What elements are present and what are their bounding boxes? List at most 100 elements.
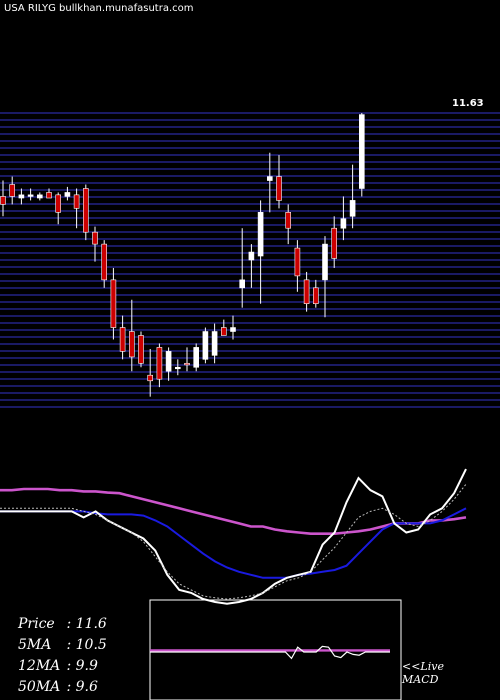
candle — [184, 347, 190, 372]
candle-body-up — [358, 114, 365, 189]
candle-body-down — [184, 362, 190, 366]
candle-body-up — [322, 243, 328, 281]
candle-body-down — [276, 176, 282, 201]
candle — [27, 188, 34, 201]
candle-body-up — [27, 194, 34, 197]
candle — [276, 155, 282, 209]
candle — [147, 348, 153, 397]
macd-line — [150, 645, 390, 660]
candle-body-down — [303, 279, 310, 305]
candle-body-up — [239, 279, 245, 289]
candle — [312, 279, 319, 308]
candle — [36, 192, 43, 201]
price-line — [0, 468, 467, 605]
stat-12ma-label: 12MA — [18, 658, 61, 674]
candle — [239, 228, 245, 308]
candle — [175, 359, 181, 376]
stat-price-label: Price — [18, 616, 55, 632]
candle-body-down — [129, 331, 135, 358]
candle-body-down — [119, 327, 126, 352]
candle-body-down — [55, 194, 62, 213]
candle — [303, 271, 310, 312]
candle-body-down — [294, 247, 301, 277]
ma-line-dotted — [0, 483, 467, 600]
candle-body-up — [202, 331, 209, 360]
candle — [55, 192, 62, 225]
candle — [156, 343, 163, 388]
candle-body-down — [101, 243, 107, 281]
candle-body-down — [312, 287, 319, 305]
candle — [266, 152, 273, 213]
candle-body-up — [248, 251, 255, 261]
candle — [202, 327, 209, 364]
candle-body-up — [64, 192, 71, 197]
candle — [294, 240, 301, 292]
chart-title: USA RILYG bullkhan.munafasutra.com — [4, 3, 194, 14]
candle-body-down — [331, 227, 338, 259]
stat-5ma-label: 5MA — [18, 637, 52, 653]
stat-price-value: 11.6 — [75, 616, 107, 632]
macd-live-label-line1: <<Live — [402, 660, 444, 673]
candle — [83, 184, 89, 241]
stat-12ma: 12MA : 9.9 — [18, 656, 107, 677]
candle — [119, 315, 126, 360]
candle — [285, 204, 292, 245]
candle — [64, 186, 71, 201]
stat-5ma-value: 10.5 — [75, 637, 107, 653]
candle-body-down — [147, 374, 153, 382]
candle — [92, 226, 98, 262]
candle-body-up — [257, 212, 264, 257]
moving-average-panel — [0, 468, 467, 605]
candle — [349, 164, 356, 229]
candle — [110, 267, 117, 340]
candle-body-up — [36, 194, 43, 199]
candle-body-down — [83, 188, 89, 233]
candle — [138, 331, 144, 368]
candle — [331, 216, 338, 268]
candle-body-down — [46, 192, 52, 199]
stats-block: Price : 11.6 5MA : 10.5 12MA : 9.9 50MA … — [18, 614, 107, 698]
candle-body-down — [156, 347, 163, 380]
candle — [230, 315, 236, 340]
candle-body-down — [110, 279, 117, 328]
candle-body-up — [340, 218, 347, 229]
candle-body-down — [221, 327, 227, 336]
stat-50ma-label: 50MA — [18, 679, 61, 695]
candle — [221, 319, 227, 336]
candle — [165, 347, 172, 381]
candle — [211, 323, 218, 364]
stat-12ma-value: 9.9 — [75, 658, 98, 674]
candle — [193, 343, 199, 372]
ma-line-pink — [0, 487, 467, 536]
candle-body-up — [266, 176, 273, 181]
candle — [358, 113, 365, 197]
stat-price: Price : 11.6 — [18, 614, 107, 635]
candle-body-up — [193, 347, 199, 368]
candle-body-up — [165, 351, 172, 372]
candle — [248, 244, 255, 288]
candle — [340, 196, 347, 241]
candle-body-down — [73, 194, 80, 209]
stat-50ma-value: 9.6 — [75, 679, 98, 695]
candle — [101, 240, 107, 288]
macd-live-label-line2: MACD — [402, 673, 439, 686]
candle — [129, 299, 135, 372]
candle-body-down — [92, 231, 98, 245]
candle-body-up — [211, 331, 218, 356]
last-price-label: 11.63 — [452, 98, 484, 109]
ma-line-blue — [0, 507, 467, 579]
candle-body-up — [349, 200, 356, 217]
candle — [322, 236, 328, 318]
macd-live-label: <<Live MACD — [402, 660, 444, 686]
candle-body-up — [230, 327, 236, 332]
candle-body-up — [18, 194, 25, 199]
stat-50ma: 50MA : 9.6 — [18, 677, 107, 698]
candle-body-down — [9, 184, 15, 197]
candle — [9, 176, 15, 205]
stat-5ma: 5MA : 10.5 — [18, 635, 107, 656]
candle-body-up — [175, 366, 181, 370]
candle — [0, 180, 6, 217]
candle-body-down — [285, 212, 292, 229]
